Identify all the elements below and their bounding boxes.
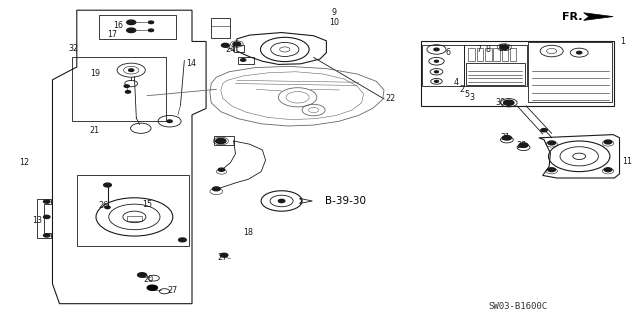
Circle shape bbox=[125, 91, 131, 93]
Text: 3: 3 bbox=[469, 93, 474, 102]
Circle shape bbox=[129, 69, 134, 71]
Bar bbox=[214, 136, 234, 145]
Circle shape bbox=[167, 120, 172, 122]
Bar bbox=[127, 216, 142, 221]
Bar bbox=[234, 45, 244, 52]
Circle shape bbox=[502, 136, 511, 140]
Bar bbox=[77, 175, 189, 246]
Bar bbox=[211, 18, 230, 38]
Circle shape bbox=[500, 45, 509, 49]
Text: 7: 7 bbox=[476, 45, 481, 54]
Bar bbox=[422, 45, 464, 86]
Bar bbox=[464, 45, 527, 86]
Circle shape bbox=[104, 183, 111, 187]
Text: 20: 20 bbox=[143, 275, 154, 284]
Text: 24: 24 bbox=[225, 45, 236, 54]
Text: 29: 29 bbox=[498, 44, 508, 53]
Circle shape bbox=[278, 199, 285, 203]
Circle shape bbox=[127, 20, 136, 25]
Bar bbox=[477, 48, 483, 61]
Bar bbox=[528, 42, 612, 102]
Circle shape bbox=[44, 215, 50, 219]
Circle shape bbox=[241, 59, 246, 61]
Circle shape bbox=[435, 60, 438, 62]
Text: 8: 8 bbox=[485, 45, 490, 54]
Text: 12: 12 bbox=[19, 158, 29, 167]
Text: FR.: FR. bbox=[562, 11, 582, 22]
Bar bbox=[72, 57, 166, 121]
Polygon shape bbox=[584, 13, 613, 20]
Text: 14: 14 bbox=[186, 59, 196, 68]
Circle shape bbox=[179, 238, 186, 242]
Circle shape bbox=[221, 43, 229, 47]
Text: 32: 32 bbox=[68, 44, 79, 53]
Circle shape bbox=[604, 168, 612, 172]
Circle shape bbox=[504, 100, 514, 105]
Text: 30: 30 bbox=[495, 98, 506, 107]
Circle shape bbox=[147, 285, 157, 290]
Bar bbox=[99, 15, 176, 39]
Circle shape bbox=[127, 28, 136, 33]
Text: 9: 9 bbox=[332, 8, 337, 17]
Circle shape bbox=[105, 206, 110, 209]
Circle shape bbox=[541, 129, 547, 132]
Text: 21: 21 bbox=[90, 126, 100, 135]
Circle shape bbox=[212, 187, 220, 191]
Bar bbox=[493, 48, 500, 61]
Circle shape bbox=[233, 42, 241, 46]
Text: 10: 10 bbox=[329, 18, 339, 27]
Bar bbox=[238, 57, 254, 64]
Circle shape bbox=[577, 51, 582, 54]
Circle shape bbox=[44, 234, 50, 237]
Text: 5: 5 bbox=[465, 90, 470, 99]
Circle shape bbox=[220, 253, 228, 257]
Text: 11: 11 bbox=[622, 157, 632, 166]
Text: 1: 1 bbox=[620, 37, 625, 46]
Text: 16: 16 bbox=[113, 21, 124, 30]
Circle shape bbox=[519, 143, 528, 147]
Circle shape bbox=[435, 80, 438, 82]
Circle shape bbox=[604, 140, 612, 144]
Bar bbox=[510, 48, 516, 61]
Text: 28: 28 bbox=[516, 141, 527, 150]
Text: 4: 4 bbox=[453, 78, 458, 87]
Text: 22: 22 bbox=[385, 94, 396, 103]
Circle shape bbox=[124, 85, 129, 87]
Circle shape bbox=[44, 200, 50, 203]
Bar bbox=[485, 48, 492, 61]
Text: 31: 31 bbox=[500, 133, 511, 142]
Bar bbox=[502, 48, 508, 61]
Bar bbox=[468, 48, 475, 61]
Circle shape bbox=[434, 48, 439, 51]
Bar bbox=[466, 63, 525, 85]
Text: 19: 19 bbox=[90, 69, 100, 78]
Text: 17: 17 bbox=[107, 30, 117, 39]
Text: 15: 15 bbox=[142, 200, 152, 209]
Text: SW03-B1600C: SW03-B1600C bbox=[489, 302, 548, 311]
Text: 27: 27 bbox=[168, 286, 178, 295]
Circle shape bbox=[148, 21, 154, 24]
Circle shape bbox=[435, 71, 438, 73]
Circle shape bbox=[138, 273, 147, 277]
Text: B-39-30: B-39-30 bbox=[325, 196, 366, 206]
Circle shape bbox=[218, 168, 225, 171]
Circle shape bbox=[216, 138, 226, 144]
Circle shape bbox=[548, 168, 556, 172]
Text: 18: 18 bbox=[243, 228, 253, 237]
Circle shape bbox=[148, 29, 154, 32]
Text: 6: 6 bbox=[445, 48, 451, 57]
Text: 13: 13 bbox=[32, 216, 42, 225]
Circle shape bbox=[548, 141, 556, 145]
Text: 27: 27 bbox=[218, 253, 228, 262]
Text: 2: 2 bbox=[460, 85, 465, 94]
Text: 26: 26 bbox=[99, 201, 109, 210]
